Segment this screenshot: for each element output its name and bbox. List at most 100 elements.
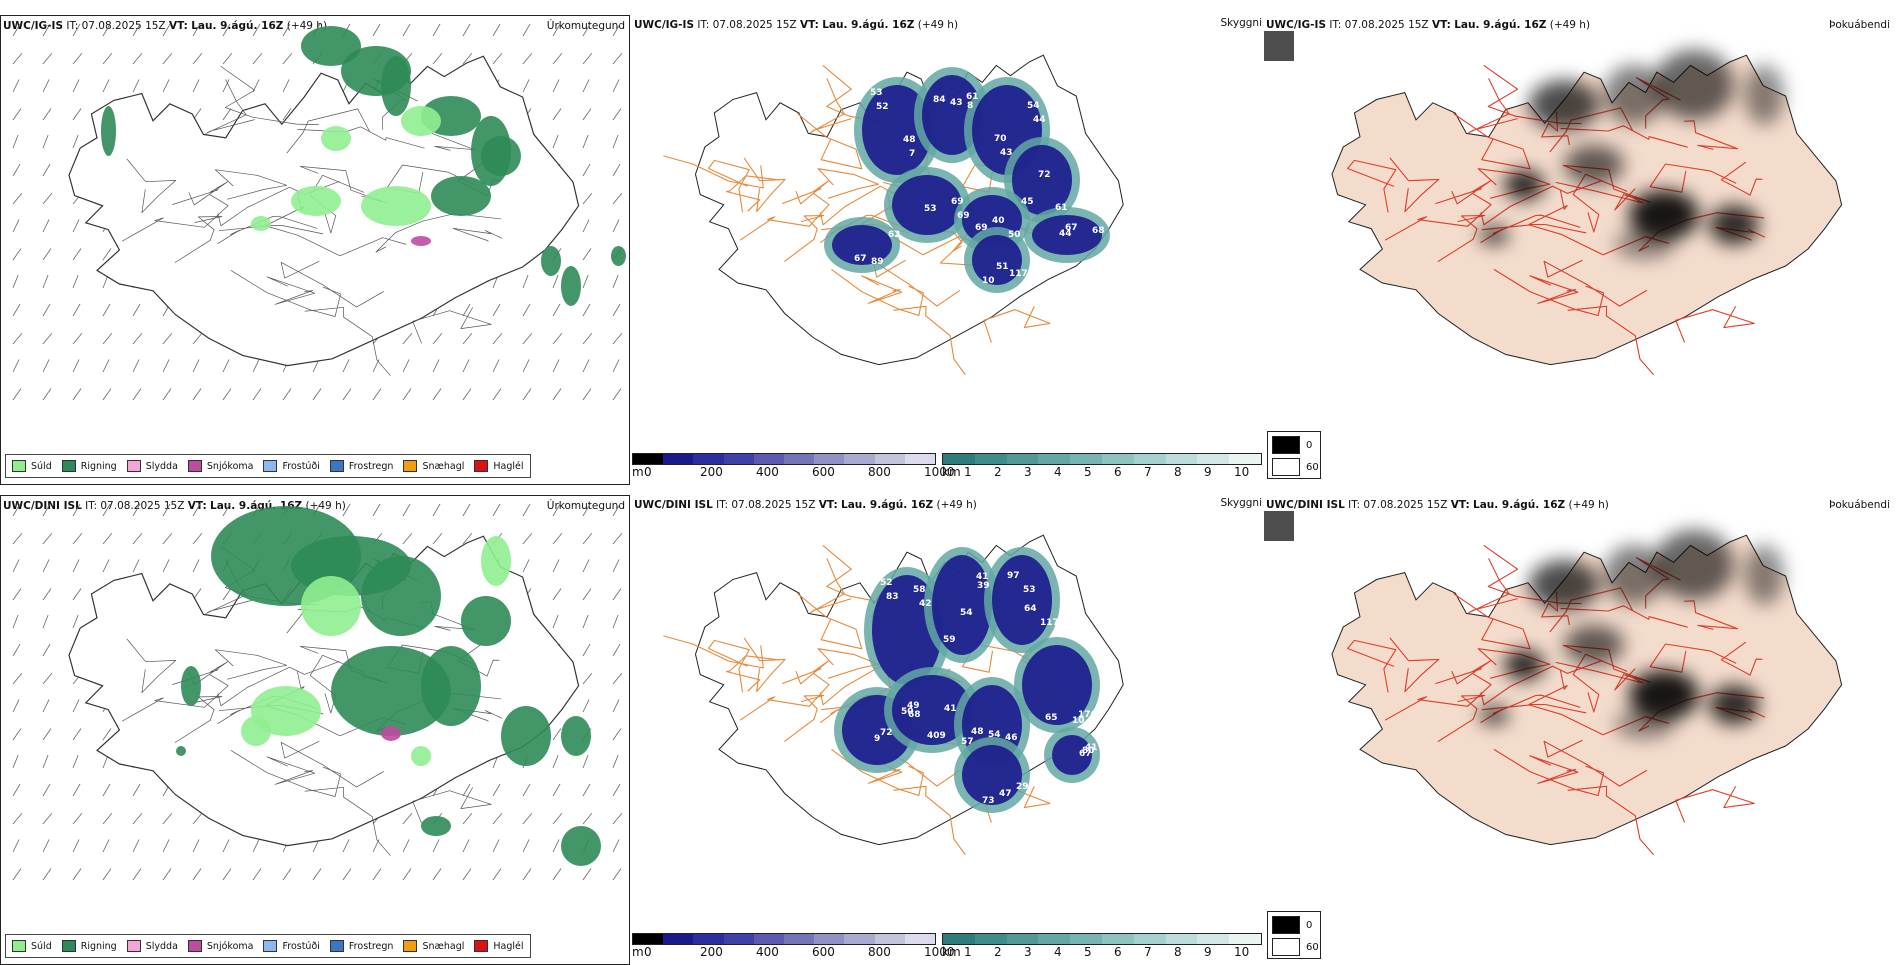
- wind-barb: [132, 303, 141, 317]
- road-line: [784, 694, 825, 743]
- wind-barb: [612, 868, 622, 881]
- fog-area: [1629, 670, 1699, 720]
- wind-barb: [192, 359, 200, 373]
- wind-barb: [162, 812, 173, 825]
- wind-barb: [582, 248, 592, 261]
- fog-shading: [1479, 50, 1784, 260]
- fog-area: [1709, 205, 1759, 245]
- precip-area: [251, 216, 271, 231]
- wind-barb: [402, 332, 413, 345]
- road-line: [1529, 755, 1579, 784]
- fog-area: [1654, 50, 1734, 120]
- road-line: [172, 181, 228, 206]
- visibility-label: 65: [1045, 713, 1058, 723]
- road-line: [782, 660, 830, 685]
- colorbar-step: [844, 454, 875, 464]
- wind-barb: [552, 134, 559, 149]
- road-line: [1389, 637, 1440, 693]
- visibility-core: [892, 175, 962, 235]
- wind-barb: [12, 868, 22, 881]
- precip-area: [411, 746, 431, 766]
- wind-barb: [42, 672, 53, 685]
- visibility-label: 43: [1000, 148, 1013, 158]
- colorbar-step: [723, 454, 754, 464]
- wind-barb: [12, 23, 21, 37]
- road-line: [304, 786, 391, 856]
- precip-area: [301, 576, 361, 636]
- wind-barb: [72, 699, 80, 713]
- legend-item: Snæhagl: [403, 460, 464, 472]
- precip-area: [561, 826, 601, 866]
- precip-legend-1: Súld Rigning Slydda Snjókoma Frostúði Frostre…: [5, 454, 531, 478]
- wind-barb: [462, 812, 473, 825]
- wind-barb: [342, 839, 350, 853]
- wind-barb: [102, 388, 112, 401]
- legend-swatch: [474, 460, 489, 472]
- wind-barb: [402, 503, 411, 517]
- wind-barb: [582, 783, 591, 797]
- wind-barb: [42, 388, 52, 401]
- height_scale-tick: 800: [868, 465, 891, 479]
- road-line: [1493, 268, 1605, 317]
- road-line: [280, 740, 385, 788]
- scales-1: m 0 200 400 600 800 1000 km 1 2 3 4 5 6 7 8 9 10: [632, 453, 1262, 483]
- road-line: [809, 78, 852, 134]
- wind-barb: [12, 219, 20, 233]
- wind-barb: [72, 503, 81, 517]
- colorbar-step: [753, 454, 785, 464]
- visibility-label: 9: [874, 734, 880, 744]
- wind-barb: [132, 532, 143, 545]
- road-line: [266, 756, 316, 785]
- road-line: [286, 108, 370, 154]
- wind-barb: [432, 23, 441, 37]
- wind-barb: [72, 614, 79, 629]
- road-line: [1529, 275, 1579, 304]
- vis-title-1: Skyggni: [1220, 17, 1263, 29]
- wind-barb: [552, 303, 561, 317]
- visibility-label: 48: [903, 135, 916, 145]
- wind-barb: [252, 359, 260, 373]
- wind-barb: [282, 52, 293, 65]
- wind-barb: [102, 559, 110, 573]
- legend-item: Frostúði: [263, 460, 320, 472]
- wind-barb: [12, 108, 22, 121]
- legend-label: Frostregn: [348, 460, 394, 472]
- wind-barb: [222, 52, 233, 65]
- wind-barb: [582, 332, 593, 345]
- fog-area: [1479, 705, 1509, 725]
- wind-barb: [72, 812, 83, 825]
- fog-area: [1529, 560, 1599, 610]
- fog-panel-1: UWC/IG-IS IT: 07.08.2025 15Z VT: Lau. 9.…: [1264, 15, 1894, 485]
- visibility-label: 83: [886, 592, 899, 602]
- colorbar-step: [1133, 454, 1166, 464]
- wind-barb: [462, 388, 472, 401]
- road-line: [217, 661, 340, 707]
- vis_scale-tick: 4: [1054, 945, 1062, 959]
- wind-barb: [42, 868, 52, 881]
- wind-barb: [522, 532, 533, 545]
- wind-barb: [12, 163, 21, 177]
- visibility-label: 44: [1059, 229, 1072, 239]
- road-line: [872, 259, 961, 307]
- wind-barb: [222, 23, 231, 37]
- road-line: [1453, 593, 1531, 650]
- legend-label: Snjókoma: [206, 460, 254, 472]
- wind-barb: [402, 359, 410, 373]
- wind-barb: [222, 868, 232, 881]
- visibility-label: 10: [1072, 716, 1085, 726]
- colorbar-step: [663, 934, 694, 944]
- wind-barb: [402, 839, 410, 853]
- wind-barb: [582, 503, 591, 517]
- wind-barb: [42, 219, 50, 233]
- wind-barb: [552, 332, 563, 345]
- wind-barb: [102, 728, 112, 741]
- visibility-label: 29: [1016, 782, 1029, 792]
- colorbar-step: [1006, 934, 1039, 944]
- precip-area: [461, 596, 511, 646]
- precip-area: [421, 816, 451, 836]
- header-fog-2: UWC/DINI ISL IT: 07.08.2025 15Z VT: Lau.…: [1266, 499, 1609, 511]
- wind-barb: [372, 503, 381, 517]
- wind-barb: [582, 163, 591, 177]
- wind-barb: [582, 643, 591, 657]
- road-line: [1649, 163, 1737, 193]
